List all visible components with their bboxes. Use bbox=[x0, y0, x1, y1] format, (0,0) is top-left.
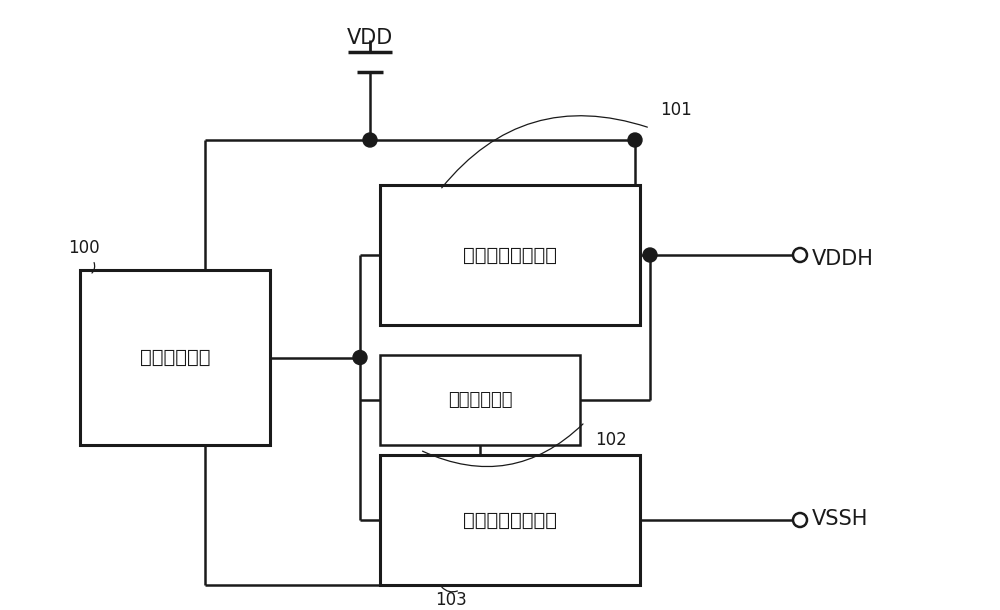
Circle shape bbox=[628, 133, 642, 147]
Text: VDD: VDD bbox=[347, 28, 393, 48]
Text: 100: 100 bbox=[68, 239, 100, 257]
Text: 101: 101 bbox=[660, 101, 692, 119]
Bar bbox=[380, 185, 640, 325]
Text: 102: 102 bbox=[595, 431, 627, 449]
Circle shape bbox=[353, 351, 367, 365]
Bar bbox=[380, 355, 580, 445]
Bar bbox=[80, 270, 270, 445]
Text: 时钟发生模块: 时钟发生模块 bbox=[140, 348, 210, 367]
Circle shape bbox=[643, 248, 657, 262]
Text: 负电压电荷泵模块: 负电压电荷泵模块 bbox=[463, 511, 557, 529]
Text: 正电压电荷泵模块: 正电压电荷泵模块 bbox=[463, 245, 557, 265]
Circle shape bbox=[363, 133, 377, 147]
Bar bbox=[380, 455, 640, 585]
Text: VDDH: VDDH bbox=[812, 249, 874, 269]
Text: VSSH: VSSH bbox=[812, 509, 868, 529]
Text: 103: 103 bbox=[435, 591, 467, 609]
Text: 瞬态增强模块: 瞬态增强模块 bbox=[448, 391, 512, 409]
